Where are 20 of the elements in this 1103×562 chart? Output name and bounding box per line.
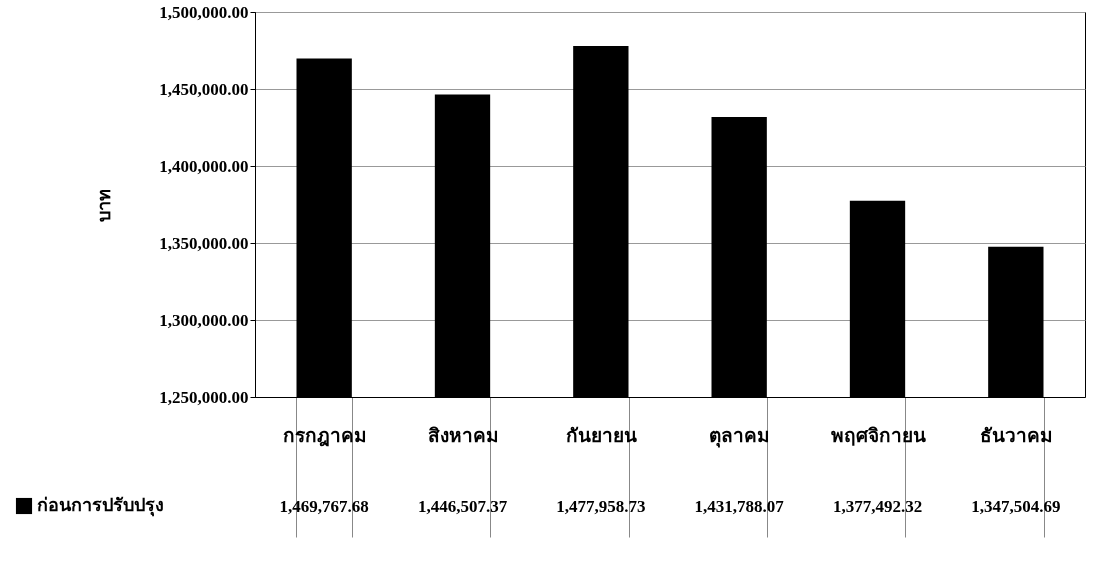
y-tick-label: 1,350,000.00 (159, 233, 249, 253)
y-tick-label: 1,250,000.00 (159, 387, 249, 407)
y-tick-label: 1,400,000.00 (159, 156, 249, 176)
data-label: 1,377,492.32 (832, 497, 923, 516)
y-tick-label: 1,500,000.00 (159, 2, 249, 22)
x-tick-label: พฤศจิกายน (830, 424, 926, 446)
x-tick-label: ตุลาคม (709, 424, 771, 448)
x-tick-label: กันยายน (565, 424, 637, 446)
data-label: 1,469,767.68 (279, 497, 369, 516)
y-tick-label: 1,450,000.00 (159, 79, 249, 99)
x-tick-label: สิงหาคม (427, 424, 499, 446)
x-tick-label: กรกฎาคม (282, 424, 367, 447)
y-tick-label: 1,300,000.00 (159, 310, 249, 330)
y-axis-title: บาท (94, 188, 115, 222)
data-label: 1,477,958.73 (556, 497, 646, 516)
legend-label: ก่อนการปรับปรุง (37, 495, 164, 517)
data-label: 1,446,507.37 (417, 497, 508, 516)
x-tick-label: ธันวาคม (979, 424, 1053, 446)
data-label: 1,347,504.69 (971, 497, 1061, 516)
data-label: 1,431,788.07 (694, 497, 785, 516)
